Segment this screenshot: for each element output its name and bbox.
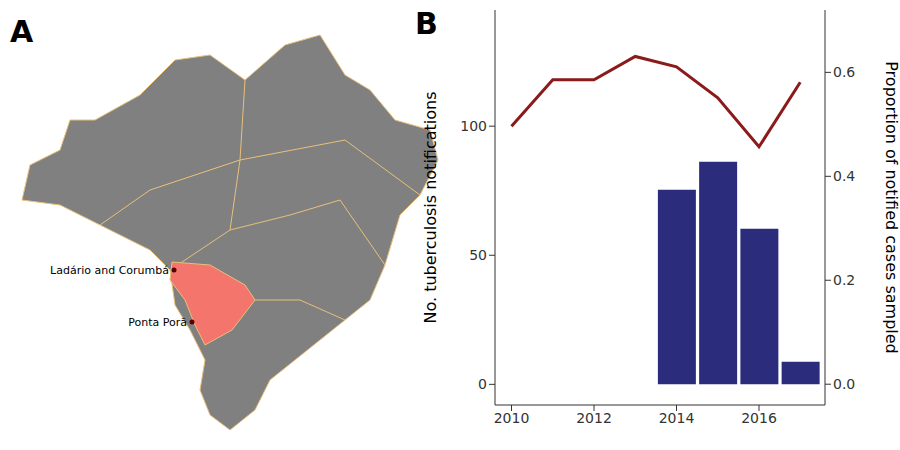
svg-text:0.4: 0.4 xyxy=(833,168,855,184)
svg-text:0: 0 xyxy=(478,376,487,392)
svg-text:0.2: 0.2 xyxy=(833,272,855,288)
svg-text:2014: 2014 xyxy=(659,410,695,426)
html-text:B: B xyxy=(415,6,438,41)
svg-text:Proportion of notified cases s: Proportion of notified cases sampled xyxy=(882,61,892,354)
svg-text:2012: 2012 xyxy=(576,410,612,426)
svg-text:Ponta Porã: Ponta Porã xyxy=(128,316,187,329)
svg-text:Ladário and Corumbá: Ladário and Corumbá xyxy=(50,264,169,277)
svg-text:0.0: 0.0 xyxy=(833,376,855,392)
svg-text:100: 100 xyxy=(460,118,487,134)
svg-text:A: A xyxy=(10,14,34,49)
svg-text:50: 50 xyxy=(469,247,487,263)
svg-text:2016: 2016 xyxy=(741,410,777,426)
svg-text:0.6: 0.6 xyxy=(833,64,855,80)
svg-text:No. tuberculosis notifications: No. tuberculosis notifications xyxy=(421,92,440,324)
svg-text:2010: 2010 xyxy=(494,410,530,426)
